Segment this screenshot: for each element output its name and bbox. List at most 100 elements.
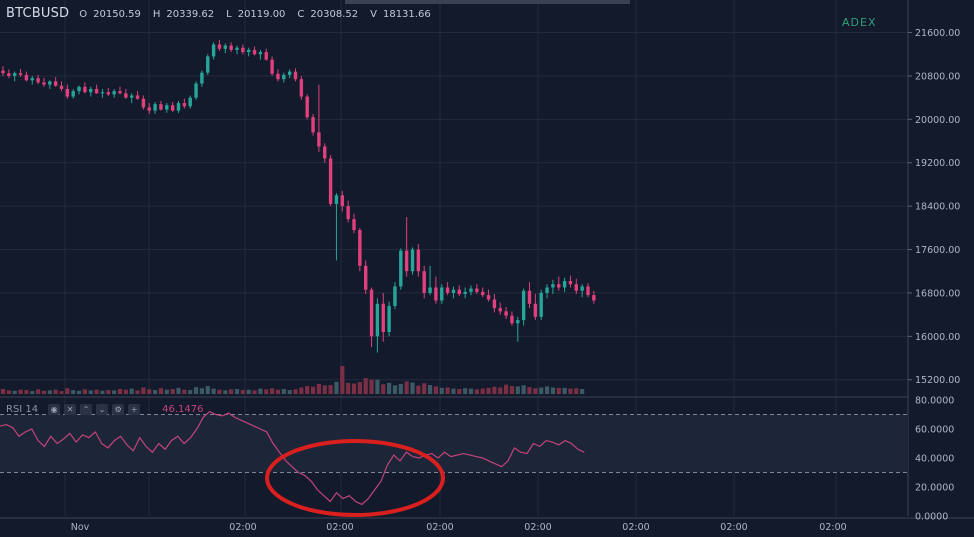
volume-bar — [135, 390, 140, 394]
add-icon[interactable]: + — [128, 404, 141, 415]
candle-body — [206, 56, 210, 73]
volume-bar — [357, 382, 362, 394]
time-tick-label: 02:00 — [326, 522, 353, 533]
price-tick-label: 16800.00 — [915, 288, 960, 299]
volume-bar — [59, 391, 64, 394]
volume-bar — [223, 390, 228, 394]
candle-body — [580, 286, 584, 291]
candle-body — [521, 290, 526, 321]
candle-body — [539, 292, 543, 317]
volume-bar — [515, 386, 520, 394]
volume-bar — [346, 382, 351, 394]
candle-body — [147, 107, 151, 111]
candle-body — [48, 81, 52, 85]
volume-bar — [275, 389, 281, 394]
candle-body — [194, 83, 198, 98]
candle-body — [176, 103, 181, 111]
volume-bar — [427, 385, 433, 394]
candle-body — [217, 44, 222, 49]
close-label: C — [297, 9, 305, 20]
close-icon[interactable]: ✕ — [64, 404, 77, 415]
candle-body — [440, 287, 444, 301]
annotation-circle — [265, 439, 445, 517]
candle-body — [130, 95, 134, 98]
settings-icon[interactable]: ⚙ — [112, 404, 125, 415]
price-tick-label: 21600.00 — [915, 28, 960, 39]
volume-bar — [205, 386, 210, 394]
symbol-name[interactable]: BTCBUSD — [6, 6, 70, 21]
volume-bar — [100, 390, 105, 394]
volume-bar — [147, 389, 152, 394]
volume-bar — [369, 379, 374, 394]
candle-body — [223, 45, 227, 49]
high-label: H — [152, 9, 161, 20]
rsi-band — [0, 414, 908, 473]
volume-bar — [170, 388, 175, 394]
volume-bar — [504, 384, 509, 394]
candle-body — [404, 250, 409, 272]
candle-body — [247, 49, 251, 53]
volume-bar — [392, 385, 398, 394]
candle-body — [416, 249, 421, 272]
candle-body — [7, 73, 11, 76]
volume-bar — [141, 387, 146, 394]
close-value: 20308.52 — [310, 9, 359, 20]
candle-body — [30, 78, 34, 81]
candle-body — [293, 71, 298, 80]
volume-bar — [47, 390, 52, 394]
volume-bar — [351, 383, 357, 394]
volume-bar — [322, 385, 327, 394]
rsi-tick-label: 0.0000 — [915, 512, 948, 523]
candle-body — [153, 104, 157, 111]
price-tick-label: 19200.00 — [915, 158, 960, 169]
price-tick-label: 17600.00 — [915, 245, 960, 256]
volume-bar — [12, 390, 17, 394]
volume-bar — [375, 379, 380, 394]
time-tick-label: 02:00 — [819, 522, 846, 533]
candle-body — [504, 311, 508, 316]
volume-bar — [88, 390, 93, 394]
volume-bar — [281, 388, 286, 394]
volume-bar — [76, 390, 82, 394]
candle-body — [364, 265, 368, 290]
visibility-icon[interactable]: ◉ — [48, 404, 61, 415]
candle-body — [170, 105, 175, 111]
volume-bar — [381, 384, 386, 394]
candle-body — [305, 96, 309, 118]
candle-body — [469, 288, 473, 292]
rsi-tick-label: 20.0000 — [915, 483, 954, 494]
candle-body — [346, 206, 350, 220]
volume-value: 18131.66 — [382, 9, 431, 20]
volume-bar — [287, 390, 292, 394]
volume-bar — [550, 387, 555, 394]
candle-body — [282, 74, 286, 80]
candle-body — [592, 295, 596, 301]
candle-body — [510, 315, 514, 324]
rsi-name[interactable]: RSI 14 — [6, 404, 39, 415]
volume-bar — [509, 386, 515, 394]
volume-bar — [498, 387, 503, 394]
volume-bar — [158, 388, 164, 394]
move-up-icon[interactable]: ⌃ — [80, 404, 93, 415]
open-value: 20150.59 — [93, 9, 141, 20]
candle-body — [428, 287, 432, 293]
candle-body — [42, 82, 46, 85]
candle-body — [100, 92, 105, 94]
rsi-tick-label: 40.0000 — [915, 454, 954, 465]
candle-body — [358, 230, 362, 266]
volume-bar — [387, 382, 392, 394]
candle-body — [311, 117, 315, 133]
candle-body — [200, 72, 204, 84]
candle-body — [375, 303, 380, 337]
volume-bar — [82, 389, 87, 394]
time-tick-label: 02:00 — [229, 522, 256, 533]
volume-bar — [164, 389, 169, 394]
volume-bar — [539, 387, 544, 394]
volume-bar — [123, 389, 128, 394]
candle-body — [135, 95, 140, 99]
move-down-icon[interactable]: ⌄ — [96, 404, 109, 415]
volume-bar — [544, 386, 550, 394]
candle-body — [387, 305, 391, 332]
time-tick-label: 02:00 — [720, 522, 747, 533]
